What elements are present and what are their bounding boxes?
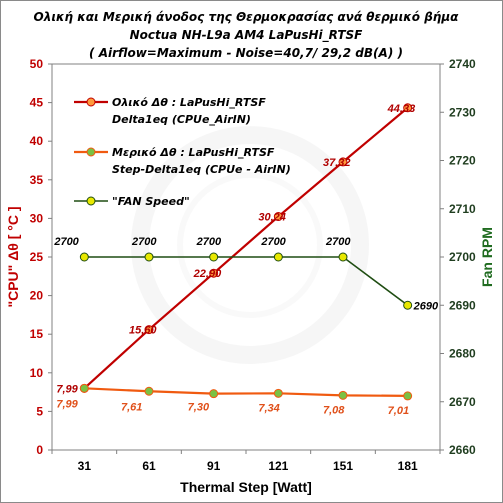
legend-swatch-marker-1	[86, 147, 96, 157]
series-0-data-label: 15,60	[129, 325, 157, 337]
title-line-1: Ολική και Μερική άνοδος της Θερμοκρασίας…	[34, 10, 460, 24]
legend-label-2: "FAN Speed"	[112, 195, 190, 208]
y-right-tick-label: 2720	[449, 154, 476, 168]
series-0-point	[209, 268, 219, 278]
series-2-point	[209, 252, 219, 262]
y-axis-right-label: Fan RPM	[479, 227, 495, 287]
series-2-point	[144, 252, 154, 262]
y-right-tick-label: 2690	[449, 298, 476, 312]
x-tick-label: 151	[333, 459, 353, 473]
title-line-2: Noctua NH-L9a AM4 LaPusHi_RTSF	[130, 28, 364, 43]
y-right-tick-label: 2680	[449, 347, 476, 361]
series-line-0	[83, 106, 409, 390]
legend-label-0: Ολικό Δθ : LaPusHi_RTSF	[112, 96, 266, 109]
legend-label-1: Step-Delta1eq (CPUe - AirIN)	[112, 163, 291, 176]
y-right-tick-label: 2670	[449, 395, 476, 409]
y-right-tick-label: 2730	[449, 105, 476, 119]
series-0-point	[273, 212, 283, 222]
y-right-tick-label: 2710	[449, 202, 476, 216]
y-axis-right-ticks: 2660 2670 2680 2690 2700 2710 2720 2730 2740	[440, 57, 476, 457]
watermark	[131, 126, 369, 364]
series-2-data-label: 2700	[196, 236, 222, 248]
series-2-data-label: 2690	[413, 300, 439, 312]
y-tick-label: 30	[30, 211, 44, 225]
data-labels-layer: 7,99 15,60 22,90 30,24 37,32 44,33 7,99 7,61 7,3…	[53, 103, 439, 417]
series-2-data-label: 2700	[131, 236, 157, 248]
series-line-2	[84, 256, 409, 306]
series-2-data-label: 2700	[260, 236, 286, 248]
series-0-data-label: 30,24	[258, 212, 286, 224]
y-tick-label: 45	[30, 96, 44, 110]
x-axis-label: Thermal Step [Watt]	[180, 479, 312, 495]
series-layer	[79, 103, 413, 401]
y-tick-label: 5	[36, 404, 43, 418]
y-tick-label: 50	[30, 57, 44, 71]
x-tick-label: 31	[78, 459, 92, 473]
series-0-point	[403, 103, 413, 113]
series-1-point	[338, 390, 348, 400]
series-2-data-label: 2700	[325, 236, 351, 248]
y-axis-label: "CPU" Δθ [ °C ]	[5, 206, 21, 307]
series-1-point	[79, 383, 89, 393]
series-1-data-label: 7,01	[388, 405, 409, 417]
y-tick-label: 20	[30, 289, 44, 303]
y-tick-label: 15	[30, 327, 44, 341]
y-tick-label: 10	[30, 366, 44, 380]
y-right-tick-label: 2700	[449, 250, 476, 264]
series-0-data-label: 7,99	[56, 383, 78, 395]
chart-title: Ολική και Μερική άνοδος της Θερμοκρασίας…	[34, 10, 460, 60]
y-tick-label: 40	[30, 134, 44, 148]
series-1-point	[144, 386, 154, 396]
x-tick-label: 121	[268, 459, 288, 473]
legend-label-1: Μερικό Δθ : LaPusHi_RTSF	[112, 146, 275, 159]
series-1-data-label: 7,34	[258, 402, 279, 414]
legend-swatch-marker-2	[86, 196, 96, 206]
legend: Ολικό Δθ : LaPusHi_RTSF Delta1eq (CPUe_Ai…	[74, 96, 291, 208]
series-2-point	[338, 252, 348, 262]
x-axis-ticks: 31 61 91 121 151 181	[51, 450, 441, 473]
title-line-3: ( Airflow=Maximum - Noise=40,7/ 29,2 dB(…	[89, 46, 403, 60]
x-tick-label: 181	[398, 459, 418, 473]
legend-label-0: Delta1eq (CPUe_AirIN)	[112, 113, 251, 126]
series-1-data-label: 7,99	[56, 398, 78, 410]
series-1-point	[403, 391, 413, 401]
series-0-data-label: 37,32	[323, 157, 351, 169]
series-0-data-label: 44,33	[387, 103, 416, 115]
y-tick-label: 35	[30, 173, 44, 187]
x-tick-label: 61	[142, 459, 156, 473]
series-2-point	[79, 252, 89, 262]
series-1-data-label: 7,30	[188, 402, 210, 414]
y-right-tick-label: 2660	[449, 443, 476, 457]
series-0-point	[144, 325, 154, 335]
series-2-point	[403, 300, 413, 310]
legend-swatch-marker-0	[86, 97, 96, 107]
series-1-data-label: 7,08	[323, 404, 345, 416]
y-right-tick-label: 2740	[449, 57, 476, 71]
series-0-data-label: 22,90	[193, 268, 222, 280]
series-1-data-label: 7,61	[121, 401, 142, 413]
series-line-1	[84, 387, 408, 397]
y-tick-label: 0	[36, 443, 43, 457]
series-0-point	[338, 157, 348, 167]
y-tick-label: 25	[30, 250, 44, 264]
series-1-point	[273, 388, 283, 398]
series-1-point	[209, 389, 219, 399]
series-2-point	[273, 252, 283, 262]
x-tick-label: 91	[207, 459, 221, 473]
y-axis-left-ticks: 0 5 10 15 20 25 30 35 40 45 50	[30, 57, 52, 457]
series-2-data-label: 2700	[53, 236, 79, 248]
